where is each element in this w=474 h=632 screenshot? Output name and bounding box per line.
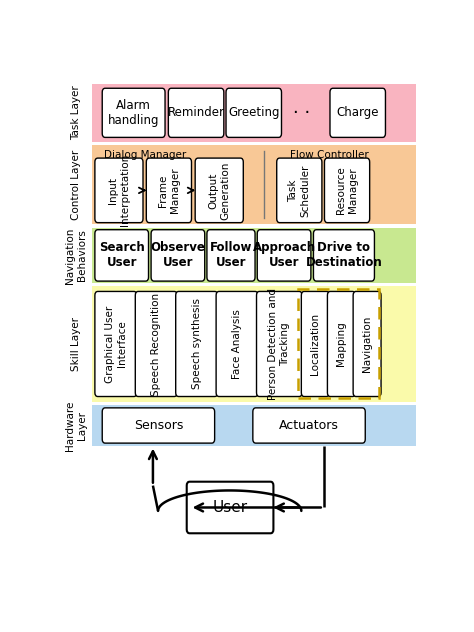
Text: Face Analysis: Face Analysis bbox=[232, 309, 242, 379]
Text: · ·: · · bbox=[293, 104, 310, 122]
Text: Input
Interpretation: Input Interpretation bbox=[108, 154, 130, 226]
FancyBboxPatch shape bbox=[146, 158, 191, 222]
Text: Output
Generation: Output Generation bbox=[209, 161, 230, 219]
Text: Alarm
handling: Alarm handling bbox=[108, 99, 159, 127]
Text: Reminder: Reminder bbox=[168, 106, 225, 119]
FancyBboxPatch shape bbox=[325, 158, 370, 222]
Text: Speech synthesis: Speech synthesis bbox=[191, 298, 201, 389]
FancyBboxPatch shape bbox=[277, 158, 322, 222]
Text: Follow
User: Follow User bbox=[210, 241, 252, 269]
FancyBboxPatch shape bbox=[257, 229, 311, 281]
Text: Person Detection and
Tracking: Person Detection and Tracking bbox=[268, 288, 290, 400]
Text: Drive to
Destination: Drive to Destination bbox=[306, 241, 383, 269]
FancyBboxPatch shape bbox=[92, 405, 416, 446]
Text: Frame
Manager: Frame Manager bbox=[158, 167, 180, 213]
FancyBboxPatch shape bbox=[216, 291, 258, 396]
Text: Navigation
Behaviors: Navigation Behaviors bbox=[65, 228, 87, 284]
FancyBboxPatch shape bbox=[92, 286, 416, 402]
FancyBboxPatch shape bbox=[102, 408, 215, 443]
FancyBboxPatch shape bbox=[95, 158, 143, 222]
Text: Control Layer: Control Layer bbox=[71, 150, 81, 220]
Text: Hardware
Layer: Hardware Layer bbox=[65, 400, 87, 451]
FancyBboxPatch shape bbox=[135, 291, 177, 396]
Text: Charge: Charge bbox=[337, 106, 379, 119]
FancyBboxPatch shape bbox=[301, 291, 329, 396]
Text: Mapping: Mapping bbox=[337, 322, 346, 367]
Text: Observe
User: Observe User bbox=[150, 241, 205, 269]
Text: Task Layer: Task Layer bbox=[71, 85, 81, 140]
Text: Skill Layer: Skill Layer bbox=[71, 317, 81, 371]
Text: Actuators: Actuators bbox=[279, 419, 339, 432]
FancyBboxPatch shape bbox=[253, 408, 365, 443]
FancyBboxPatch shape bbox=[95, 229, 148, 281]
FancyBboxPatch shape bbox=[92, 228, 416, 283]
FancyBboxPatch shape bbox=[102, 88, 165, 137]
FancyBboxPatch shape bbox=[313, 229, 374, 281]
FancyBboxPatch shape bbox=[207, 229, 255, 281]
Text: Speech Recognition: Speech Recognition bbox=[151, 293, 161, 396]
Text: Resource
Manager: Resource Manager bbox=[336, 166, 358, 214]
Text: Approach
User: Approach User bbox=[253, 241, 316, 269]
FancyBboxPatch shape bbox=[92, 145, 416, 224]
Text: Sensors: Sensors bbox=[134, 419, 183, 432]
Text: Greeting: Greeting bbox=[228, 106, 280, 119]
Text: User: User bbox=[212, 500, 247, 515]
FancyBboxPatch shape bbox=[151, 229, 205, 281]
Text: Dialog Manager: Dialog Manager bbox=[104, 150, 187, 160]
FancyBboxPatch shape bbox=[95, 291, 137, 396]
FancyBboxPatch shape bbox=[328, 291, 356, 396]
Text: Search
User: Search User bbox=[99, 241, 145, 269]
FancyBboxPatch shape bbox=[168, 88, 224, 137]
FancyBboxPatch shape bbox=[353, 291, 381, 396]
FancyBboxPatch shape bbox=[330, 88, 385, 137]
FancyBboxPatch shape bbox=[187, 482, 273, 533]
FancyBboxPatch shape bbox=[256, 291, 302, 396]
Text: Flow Controller: Flow Controller bbox=[290, 150, 369, 160]
FancyBboxPatch shape bbox=[92, 84, 416, 142]
Text: Navigation: Navigation bbox=[362, 316, 372, 372]
Text: Task
Scheduler: Task Scheduler bbox=[289, 164, 310, 217]
FancyBboxPatch shape bbox=[195, 158, 243, 222]
Text: Graphical User
Interface: Graphical User Interface bbox=[105, 305, 127, 382]
FancyBboxPatch shape bbox=[176, 291, 218, 396]
FancyBboxPatch shape bbox=[226, 88, 282, 137]
Text: Localization: Localization bbox=[310, 313, 320, 375]
